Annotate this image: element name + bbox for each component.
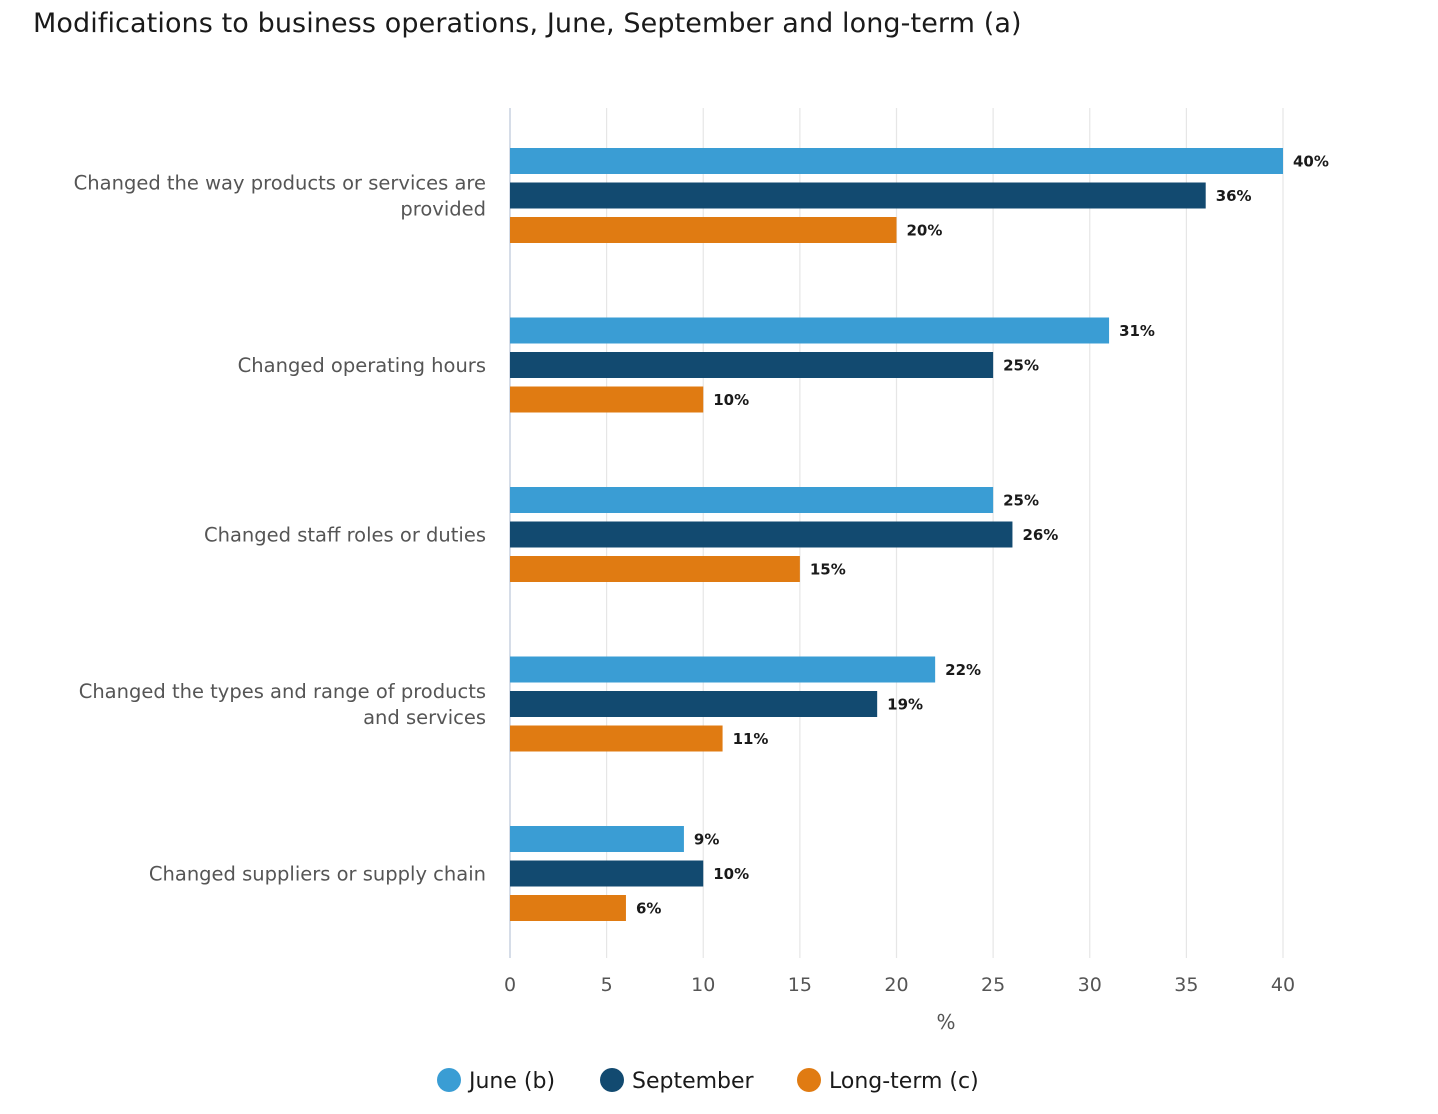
data-label-4-1: 10% (713, 865, 749, 883)
category-label-1-line-0: Changed operating hours (238, 354, 486, 377)
x-tick-label-15: 15 (788, 974, 812, 996)
legend: June (b) September Long-term (c) (437, 1068, 979, 1094)
legend-label-1: September (632, 1069, 755, 1094)
category-layer: Changed the way products or services are… (74, 172, 486, 886)
bar-1-1 (510, 352, 994, 378)
label-layer: 40% 36% 20% 31% 25% 10% 25% 26% 15% 22% 19% 11% 9% 10… (636, 153, 1329, 918)
bar-layer (510, 148, 1283, 921)
x-tick-label-20: 20 (884, 974, 908, 996)
x-tick-label-35: 35 (1174, 974, 1198, 996)
bar-2-1 (510, 521, 1013, 548)
data-label-1-1: 25% (1003, 357, 1039, 375)
category-label-2: Changed staff roles or duties (204, 524, 486, 547)
category-label-2-line-0: Changed staff roles or duties (204, 524, 486, 547)
x-tick-label-25: 25 (981, 974, 1005, 996)
legend-label-0: June (b) (467, 1069, 555, 1094)
data-label-4-2: 6% (636, 900, 661, 918)
tick-layer: 0 5 10 15 20 25 30 35 40 (504, 974, 1295, 996)
data-label-0-2: 20% (907, 222, 943, 240)
data-label-3-1: 19% (887, 696, 923, 714)
bar-0-2 (510, 217, 897, 243)
data-label-0-1: 36% (1216, 187, 1252, 205)
legend-marker-1 (600, 1068, 624, 1092)
bar-4-0 (510, 826, 684, 852)
x-tick-label-10: 10 (691, 974, 715, 996)
bar-2-2 (510, 556, 800, 582)
data-label-1-0: 31% (1119, 322, 1155, 340)
bar-1-2 (510, 386, 704, 413)
legend-marker-0 (437, 1068, 461, 1092)
bar-3-2 (510, 725, 723, 752)
bar-3-0 (510, 656, 936, 683)
x-tick-label-30: 30 (1078, 974, 1102, 996)
category-label-4: Changed suppliers or supply chain (149, 863, 486, 886)
bar-3-1 (510, 691, 878, 717)
category-label-0: Changed the way products or services are… (74, 172, 486, 221)
data-label-2-1: 26% (1022, 526, 1058, 544)
x-axis-title: % (936, 1010, 955, 1034)
x-tick-label-40: 40 (1271, 974, 1295, 996)
chart-title: Modifications to business operations, Ju… (33, 8, 1022, 39)
bar-0-1 (510, 182, 1206, 209)
bar-4-1 (510, 860, 704, 887)
bar-0-0 (510, 148, 1283, 174)
data-label-0-0: 40% (1293, 153, 1329, 171)
category-label-0-line-0: Changed the way products or services are (74, 172, 486, 195)
data-label-3-0: 22% (945, 661, 981, 679)
category-label-3: Changed the types and range of products a… (79, 680, 486, 729)
x-tick-label-0: 0 (504, 974, 516, 996)
category-label-0-line-1: provided (400, 198, 486, 221)
category-label-3-line-1: and services (363, 706, 486, 729)
bar-2-0 (510, 487, 994, 513)
bar-1-0 (510, 317, 1110, 344)
legend-label-2: Long-term (c) (829, 1069, 979, 1094)
data-label-2-2: 15% (810, 561, 846, 579)
data-label-4-0: 9% (694, 831, 719, 849)
x-tick-label-5: 5 (601, 974, 613, 996)
data-label-1-2: 10% (713, 391, 749, 409)
category-label-1: Changed operating hours (238, 354, 486, 377)
legend-marker-2 (797, 1068, 821, 1092)
data-label-3-2: 11% (733, 730, 769, 748)
category-label-3-line-0: Changed the types and range of products (79, 680, 486, 703)
category-label-4-line-0: Changed suppliers or supply chain (149, 863, 486, 886)
bar-4-2 (510, 895, 626, 921)
data-label-2-0: 25% (1003, 492, 1039, 510)
